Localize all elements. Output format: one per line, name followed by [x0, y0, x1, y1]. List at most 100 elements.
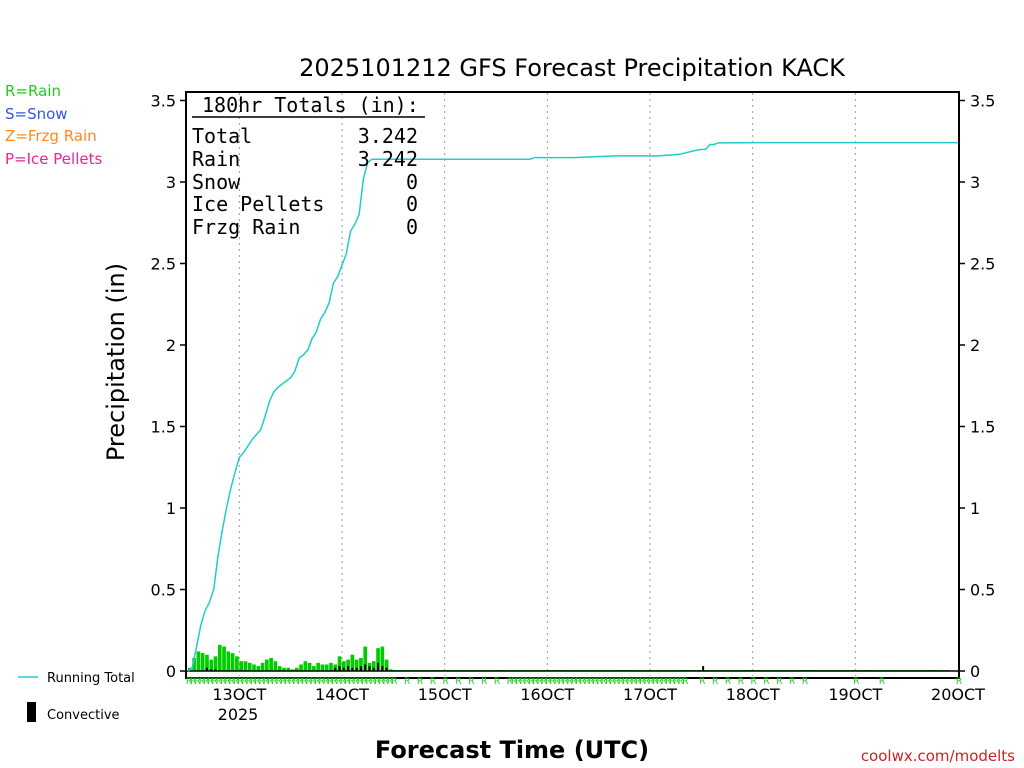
- ptype-marker: R: [293, 677, 299, 687]
- ptype-marker: R: [562, 677, 568, 687]
- ptype-marker: R: [207, 677, 213, 687]
- ptype-marker: R: [297, 677, 303, 687]
- ptype-marker: R: [789, 677, 795, 687]
- ptype-marker: R: [853, 677, 859, 687]
- convective-swatch: [27, 702, 36, 722]
- ptype-marker: R: [776, 677, 782, 687]
- precip-bar: [320, 664, 325, 671]
- ptype-marker: R: [430, 677, 436, 687]
- ptype-marker: R: [537, 677, 543, 687]
- convective-bar: [377, 662, 380, 671]
- precip-bar: [192, 657, 196, 671]
- ptype-marker: R: [212, 677, 218, 687]
- chart-title: 2025101212 GFS Forecast Precipitation KA…: [299, 54, 846, 82]
- y-tick-label: 0: [166, 662, 176, 681]
- ptype-marker: R: [370, 677, 376, 687]
- legend-freezing-rain: Z=Frzg Rain: [5, 127, 97, 145]
- ptype-marker: R: [353, 677, 359, 687]
- ptype-marker: R: [344, 677, 350, 687]
- totals-value-freezing-rain: 0: [406, 215, 418, 239]
- convective-bar: [205, 667, 208, 671]
- ptype-marker: R: [387, 677, 393, 687]
- precip-bar: [265, 659, 269, 671]
- ptype-marker: R: [575, 677, 581, 687]
- ptype-marker: R: [357, 677, 363, 687]
- ptype-marker: R: [520, 677, 526, 687]
- y-tick-label-right: 2: [970, 336, 980, 355]
- ptype-marker: R: [554, 677, 560, 687]
- ptype-marker: R: [678, 677, 684, 687]
- ptype-marker: R: [644, 677, 650, 687]
- precip-bar: [359, 657, 363, 671]
- convective-bar: [214, 669, 217, 671]
- ptype-marker: R: [267, 677, 273, 687]
- ptype-marker: R: [661, 677, 667, 687]
- precip-bar: [200, 653, 205, 671]
- y-tick-label-right: 1: [970, 499, 980, 518]
- precip-bar: [299, 664, 303, 671]
- ptype-marker: R: [879, 677, 885, 687]
- plot-area: 00.511.522.533.5 00.511.522.533.5 RRRRRR…: [151, 91, 995, 704]
- y-tick-label-right: 3: [970, 173, 980, 192]
- totals-label-snow: Snow: [192, 170, 241, 194]
- y-tick-label: 2: [166, 336, 176, 355]
- ptype-marker: R: [340, 677, 346, 687]
- ptype-marker: R: [725, 677, 731, 687]
- y-tick-label-right: 0: [970, 662, 980, 681]
- ptype-marker: R: [674, 677, 680, 687]
- ptype-marker: R: [417, 677, 423, 687]
- ptype-marker: R: [712, 677, 718, 687]
- plot-frame: [185, 91, 960, 679]
- series-legend: Running Total Convective: [18, 671, 135, 723]
- ptype-marker: R: [545, 677, 551, 687]
- precip-bar: [205, 654, 209, 671]
- precip-bar: [389, 669, 393, 671]
- ptype-marker: R: [468, 677, 474, 687]
- ptype-marker: R: [229, 677, 235, 687]
- ptype-marker: R: [515, 677, 521, 687]
- running-total-line: [187, 141, 958, 672]
- ptype-marker: R: [669, 677, 675, 687]
- ptype-marker: R: [511, 677, 517, 687]
- x-ticks: 13OCT 14OCT 15OCT 16OCT 17OCT 18OCT 19OCT 20OCT: [212, 685, 985, 704]
- ptype-marker: R: [665, 677, 671, 687]
- y-tick-label: 3: [166, 173, 176, 192]
- ptype-marker: R: [194, 677, 200, 687]
- ptype-marker: R: [331, 677, 337, 687]
- precip-bar: [230, 653, 235, 671]
- ptype-marker: R: [289, 677, 295, 687]
- ptype-marker: R: [558, 677, 564, 687]
- ptype-marker: R: [318, 677, 324, 687]
- totals-value-ice-pellets: 0: [406, 192, 418, 216]
- ptype-marker: R: [648, 677, 654, 687]
- ptype-marker: R: [618, 677, 624, 687]
- ptype-marker: R: [639, 677, 645, 687]
- ptype-marker: R: [635, 677, 641, 687]
- y-ticks-right: 0 0.5 1 1.5 2 2.5 3 3.5: [959, 92, 995, 681]
- credit-text: coolwx.com/modelts: [861, 747, 1015, 765]
- ptype-marker: R: [592, 677, 598, 687]
- precip-bar: [235, 656, 239, 671]
- legend-ice-pellets: P=Ice Pellets: [5, 150, 102, 168]
- ptype-marker: R: [567, 677, 573, 687]
- precip-bar: [273, 661, 278, 671]
- ptype-marker: R: [254, 677, 260, 687]
- ptype-marker: R: [246, 677, 252, 687]
- ptype-marker: R: [336, 677, 342, 687]
- precip-bar: [354, 659, 359, 671]
- y-tick-label-right: 3.5: [970, 92, 995, 111]
- ptype-marker: R: [652, 677, 658, 687]
- legend-snow: S=Snow: [5, 105, 68, 123]
- ptype-marker: R: [383, 677, 389, 687]
- ptype-marker: R: [241, 677, 247, 687]
- precip-bar: [346, 659, 350, 671]
- precip-bar: [217, 644, 222, 671]
- ptype-marker: R: [404, 677, 410, 687]
- precip-bar: [312, 666, 316, 671]
- ptype-marker: R: [584, 677, 590, 687]
- ptype-marker: R: [216, 677, 222, 687]
- totals-value-rain: 3.242: [358, 147, 418, 171]
- y-tick-label-right: 0.5: [970, 581, 995, 600]
- totals-label-total: Total: [192, 124, 252, 148]
- ptype-marker: R: [609, 677, 615, 687]
